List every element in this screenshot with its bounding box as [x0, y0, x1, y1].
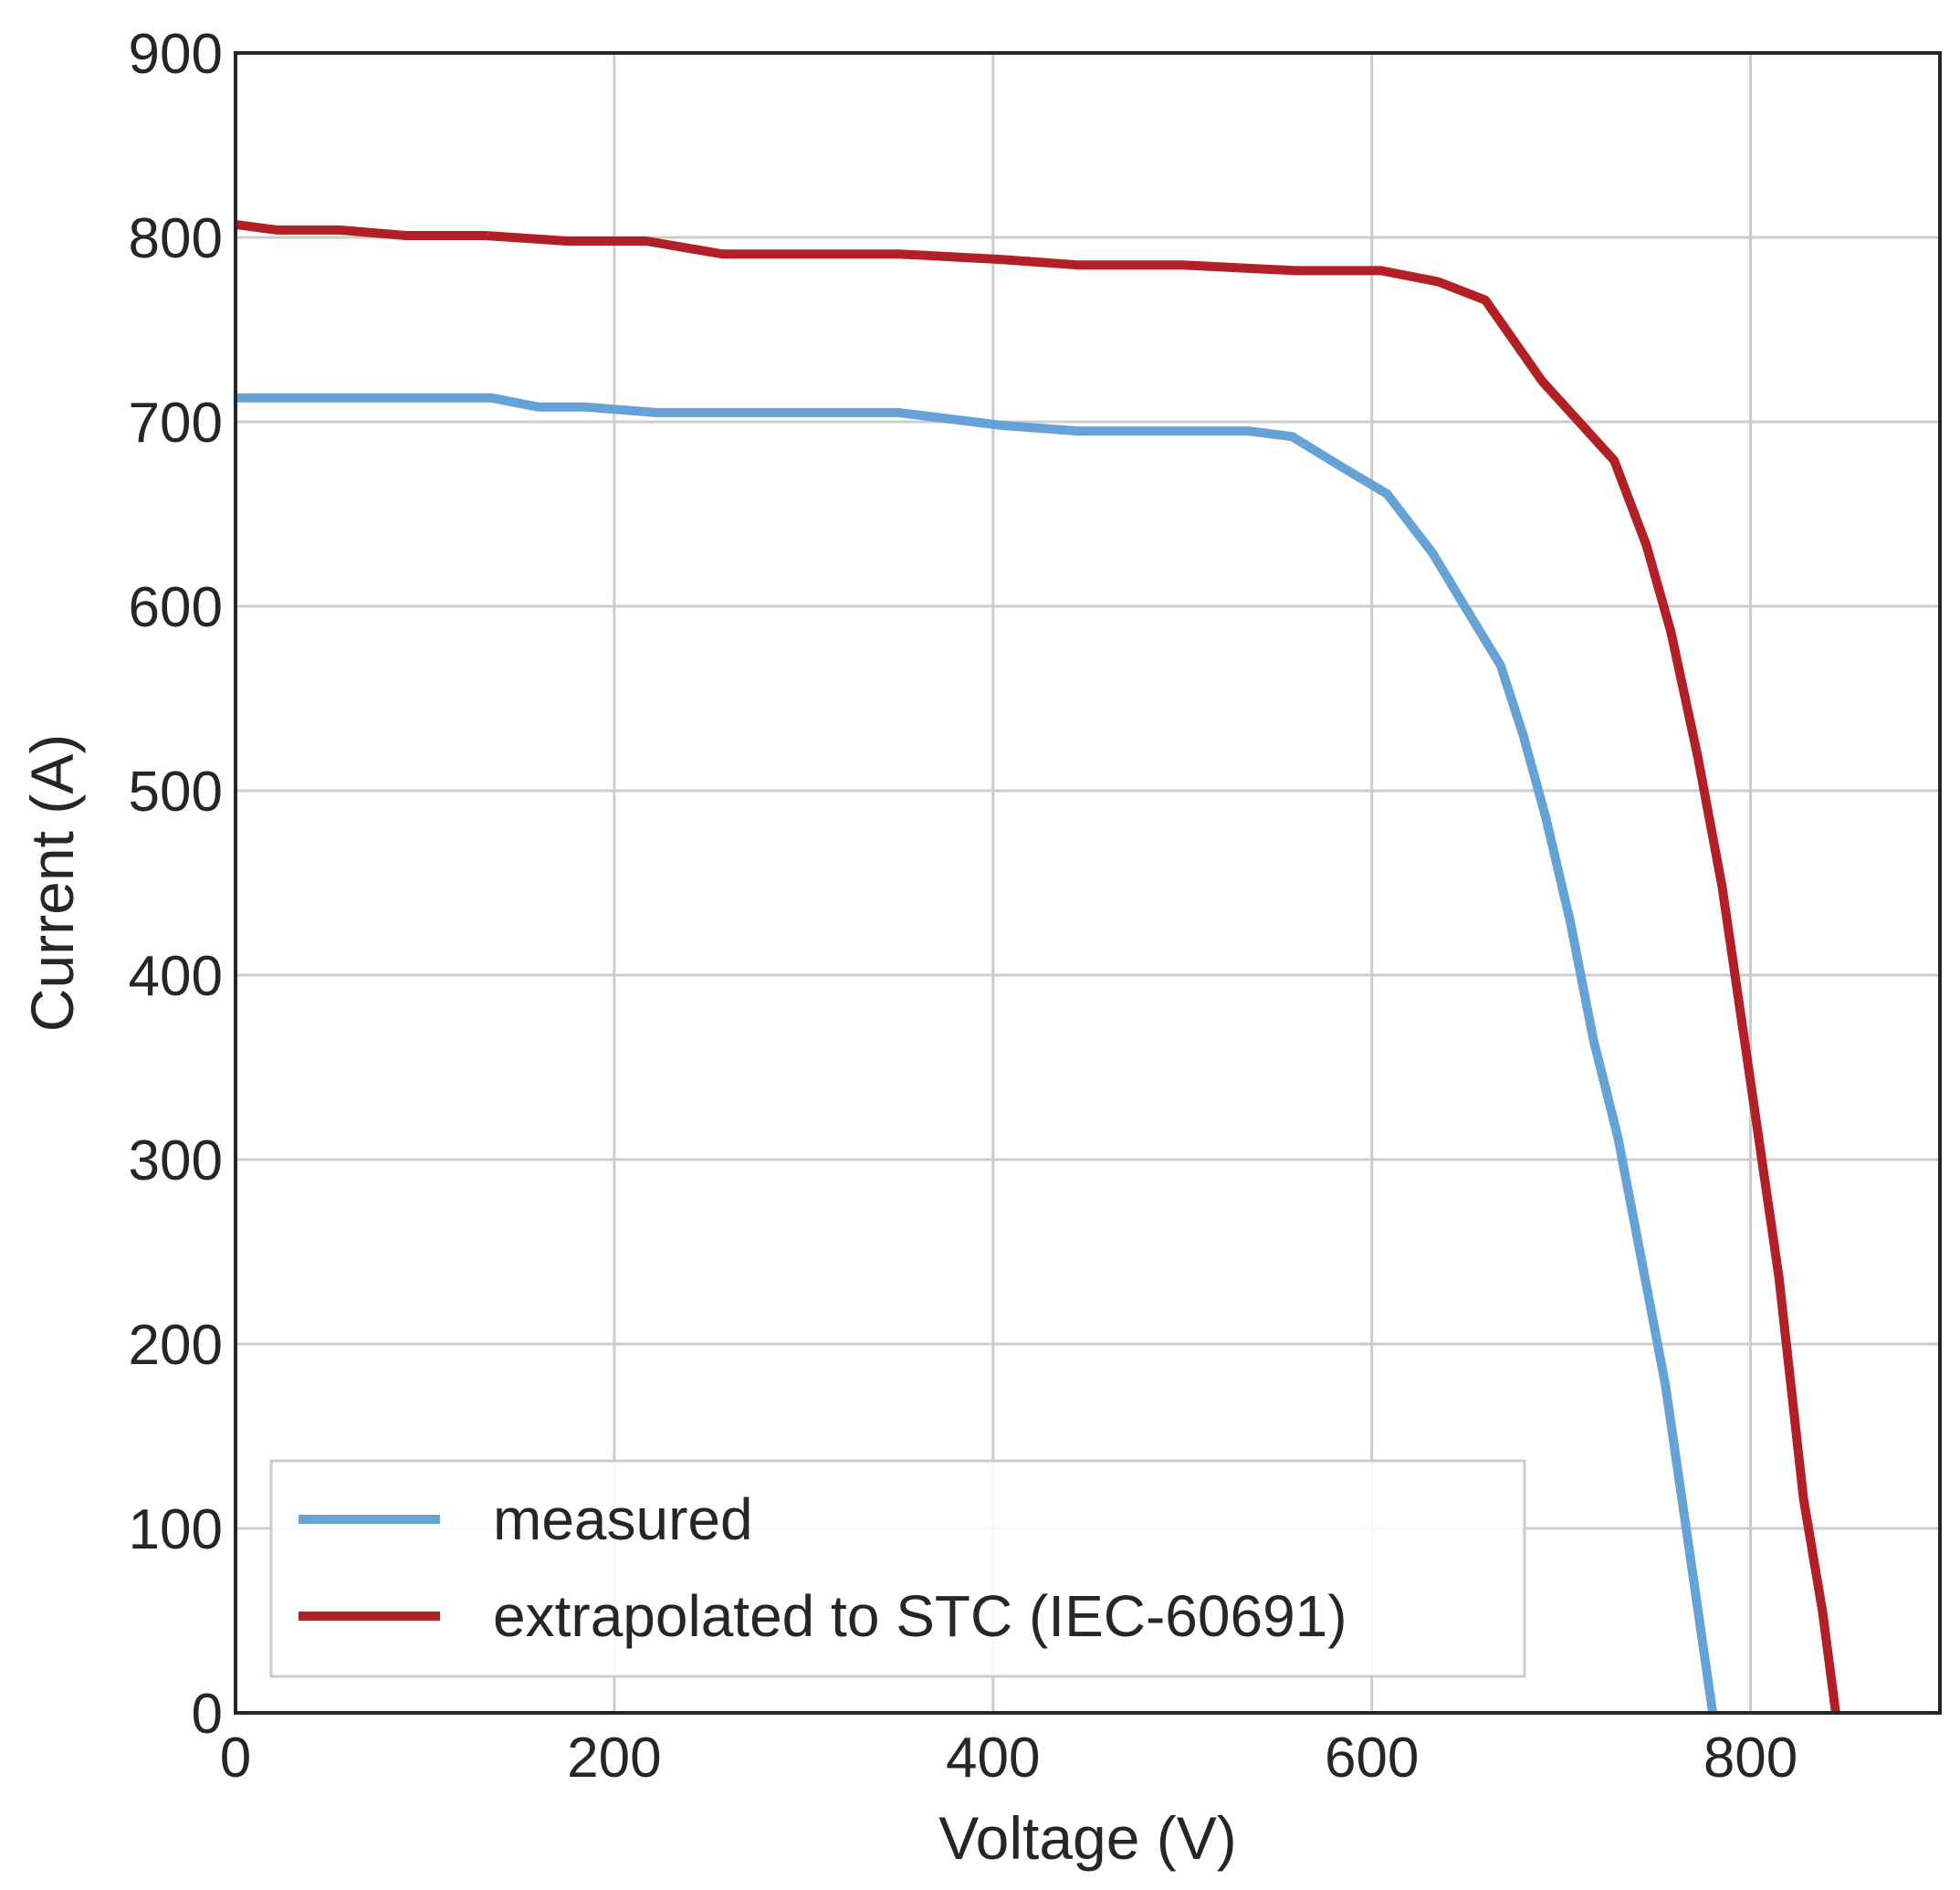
x-axis-ticks: 0 200 400 600 800 — [220, 1727, 1798, 1790]
y-tick-label: 300 — [129, 1129, 223, 1192]
legend-label: measured — [493, 1486, 753, 1552]
x-tick-label: 200 — [567, 1727, 661, 1790]
y-axis-ticks: 0 100 200 300 400 500 600 700 800 900 — [129, 23, 223, 1746]
y-tick-label: 400 — [129, 945, 223, 1008]
y-tick-label: 800 — [129, 207, 223, 270]
x-tick-label: 800 — [1703, 1727, 1798, 1790]
y-axis-title: Current (A) — [18, 734, 86, 1032]
y-tick-label: 100 — [129, 1498, 223, 1561]
y-tick-label: 0 — [192, 1683, 223, 1746]
y-tick-label: 200 — [129, 1314, 223, 1377]
series-line-extrapolated — [235, 219, 1840, 1714]
legend: measured extrapolated to STC (IEC-60691) — [269, 1459, 1526, 1678]
plot-frame — [234, 51, 1942, 1715]
x-axis-title: Voltage (V) — [938, 1804, 1237, 1872]
legend-box — [269, 1459, 1526, 1678]
y-tick-label: 700 — [129, 392, 223, 455]
series-line-measured — [236, 393, 1718, 1714]
y-tick-label: 900 — [129, 23, 223, 86]
x-tick-label: 600 — [1325, 1727, 1419, 1790]
x-tick-label: 0 — [220, 1727, 251, 1790]
series-lines — [235, 219, 1840, 1714]
legend-label: extrapolated to STC (IEC-60691) — [493, 1583, 1347, 1649]
y-tick-label: 600 — [129, 576, 223, 639]
x-tick-label: 400 — [946, 1727, 1040, 1790]
y-tick-label: 500 — [129, 761, 223, 824]
